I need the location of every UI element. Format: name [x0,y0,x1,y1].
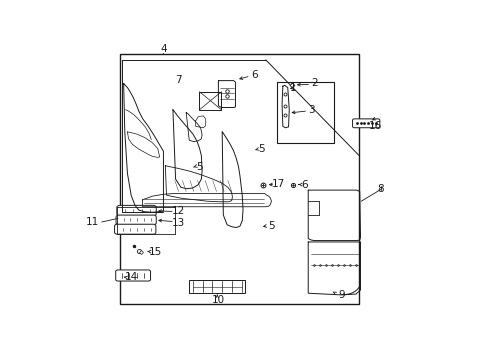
Text: 9: 9 [338,290,344,300]
Text: 2: 2 [310,78,317,89]
Bar [120,54,358,304]
Text: 6: 6 [250,70,257,80]
FancyBboxPatch shape [352,119,379,128]
Text: 5: 5 [196,162,203,172]
Bar [189,280,245,293]
Text: 4: 4 [160,44,166,54]
Text: 3: 3 [307,105,314,115]
FancyBboxPatch shape [116,215,156,225]
Text: 11: 11 [85,217,99,227]
Text: 8: 8 [377,184,383,194]
Text: 10: 10 [211,296,224,305]
Text: 15: 15 [148,247,162,257]
Text: 1: 1 [289,82,296,93]
Text: 5: 5 [257,144,264,154]
Text: 13: 13 [172,218,185,228]
Text: 16: 16 [368,121,382,131]
FancyBboxPatch shape [117,205,156,216]
Text: 12: 12 [172,207,185,216]
Bar [199,92,221,110]
Text: 7: 7 [175,75,182,85]
Text: 14: 14 [124,273,138,283]
Bar [277,82,333,143]
Text: 17: 17 [271,179,285,189]
Text: 5: 5 [267,221,274,231]
Text: 6: 6 [301,180,307,190]
FancyBboxPatch shape [114,224,156,234]
FancyBboxPatch shape [116,270,150,281]
